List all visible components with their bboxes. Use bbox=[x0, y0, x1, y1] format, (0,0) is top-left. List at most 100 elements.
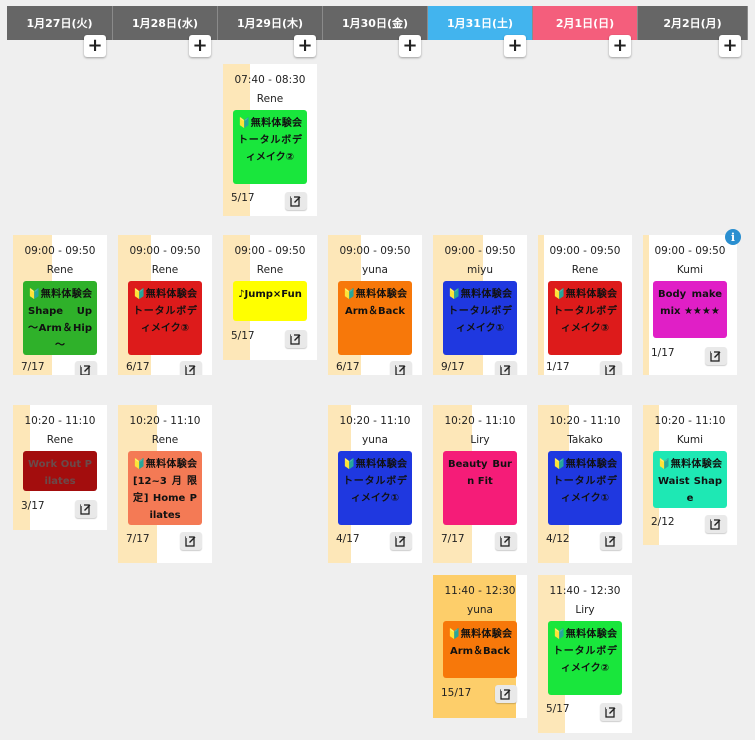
instructor-name: Rene bbox=[46, 264, 74, 276]
day-header-5: 2月1日(日) bbox=[533, 6, 638, 40]
edit-icon[interactable] bbox=[390, 532, 412, 550]
edit-icon[interactable] bbox=[390, 361, 412, 375]
class-name-badge[interactable]: 🔰無料体験会 Waist Shape bbox=[653, 451, 727, 508]
lesson-time: 09:00 - 09:50 bbox=[234, 245, 306, 257]
class-name-badge[interactable]: 🔰無料体験会 トータルボディメイク② bbox=[548, 621, 622, 695]
class-name-badge[interactable]: Body make mix ★★★★ bbox=[653, 281, 727, 338]
add-lesson-button-4[interactable]: + bbox=[504, 35, 526, 57]
info-icon[interactable]: i bbox=[725, 229, 741, 245]
class-name-badge[interactable]: 🔰無料体験会 トータルボディメイク③ bbox=[548, 281, 622, 355]
class-name-badge[interactable]: 🔰無料体験会 トータルボディメイク① bbox=[338, 451, 412, 525]
reservation-count: 3/17 bbox=[21, 500, 45, 512]
edit-icon[interactable] bbox=[705, 515, 727, 533]
lesson-card[interactable]: 09:00 - 09:50 Kumi Body make mix ★★★★ 1/17 bbox=[643, 235, 737, 375]
lesson-time: 10:20 - 11:10 bbox=[549, 415, 621, 427]
lesson-card[interactable]: 11:40 - 12:30 Liry 🔰無料体験会 トータルボディメイク② 5/17 bbox=[538, 575, 632, 733]
booking-fill-bar bbox=[643, 405, 659, 545]
instructor-name: Liry bbox=[470, 434, 490, 446]
class-name-badge[interactable]: 🔰無料体験会 トータルボディメイク③ bbox=[128, 281, 202, 355]
class-name-badge[interactable]: 🔰無料体験会 トータルボディメイク① bbox=[548, 451, 622, 525]
lesson-card[interactable]: 09:00 - 09:50 miyu 🔰無料体験会 トータルボディメイク① 9/17 bbox=[433, 235, 527, 375]
reservation-count: 6/17 bbox=[336, 361, 360, 373]
edit-icon[interactable] bbox=[600, 703, 622, 721]
add-lesson-button-1[interactable]: + bbox=[189, 35, 211, 57]
class-name-badge[interactable]: 🔰無料体験会 Arm＆Back bbox=[443, 621, 517, 678]
class-name-badge[interactable]: 🔰無料体験会 Arm＆Back bbox=[338, 281, 412, 355]
add-lesson-button-2[interactable]: + bbox=[294, 35, 316, 57]
class-name-badge[interactable]: 🔰無料体験会 [12~3月限定] Home Pilates bbox=[128, 451, 202, 525]
lesson-card[interactable]: 10:20 - 11:10 Takako 🔰無料体験会 トータルボディメイク① 4/1… bbox=[538, 405, 632, 563]
lesson-card[interactable]: 10:20 - 11:10 Rene 🔰無料体験会 [12~3月限定] Home P… bbox=[118, 405, 212, 563]
reservation-count: 5/17 bbox=[546, 703, 570, 715]
booking-fill-bar bbox=[538, 235, 544, 375]
edit-icon[interactable] bbox=[495, 685, 517, 703]
lesson-time: 09:00 - 09:50 bbox=[549, 245, 621, 257]
class-name-badge[interactable]: 🔰無料体験会 トータルボディメイク② bbox=[233, 110, 307, 184]
booking-fill-bar bbox=[13, 405, 30, 530]
lesson-time: 07:40 - 08:30 bbox=[234, 74, 306, 86]
lesson-card[interactable]: 09:00 - 09:50 yuna 🔰無料体験会 Arm＆Back 6/17 bbox=[328, 235, 422, 375]
class-name-badge[interactable]: ♪Jump×Fun bbox=[233, 281, 307, 321]
class-name-badge[interactable]: Beauty Burn Fit bbox=[443, 451, 517, 525]
reservation-count: 6/17 bbox=[126, 361, 150, 373]
day-header-1: 1月28日(水) bbox=[113, 6, 218, 40]
lesson-card[interactable]: 09:00 - 09:50 Rene 🔰無料体験会 トータルボディメイク③ 1/17 bbox=[538, 235, 632, 375]
edit-icon[interactable] bbox=[495, 361, 517, 375]
lesson-time: 10:20 - 11:10 bbox=[444, 415, 516, 427]
instructor-name: Rene bbox=[256, 93, 284, 105]
lesson-time: 10:20 - 11:10 bbox=[654, 415, 726, 427]
lesson-card[interactable]: 09:00 - 09:50 Rene ♪Jump×Fun 5/17 bbox=[223, 235, 317, 360]
class-name-badge[interactable]: Work Out Pilates bbox=[23, 451, 97, 491]
edit-icon[interactable] bbox=[75, 500, 97, 518]
day-header-3: 1月30日(金) bbox=[323, 6, 428, 40]
edit-icon[interactable] bbox=[600, 361, 622, 375]
instructor-name: Rene bbox=[571, 264, 599, 276]
reservation-count: 15/17 bbox=[441, 687, 472, 699]
reservation-count: 7/17 bbox=[441, 533, 465, 545]
edit-icon[interactable] bbox=[75, 361, 97, 375]
edit-icon[interactable] bbox=[600, 532, 622, 550]
instructor-name: yuna bbox=[362, 434, 388, 446]
edit-icon[interactable] bbox=[495, 532, 517, 550]
edit-icon[interactable] bbox=[180, 361, 202, 375]
lesson-card[interactable]: 10:20 - 11:10 yuna 🔰無料体験会 トータルボディメイク① 4/17 bbox=[328, 405, 422, 563]
instructor-name: miyu bbox=[466, 264, 493, 276]
lesson-card[interactable]: 10:20 - 11:10 Liry Beauty Burn Fit 7/17 bbox=[433, 405, 527, 563]
instructor-name: yuna bbox=[362, 264, 388, 276]
lesson-time: 10:20 - 11:10 bbox=[129, 415, 201, 427]
add-lesson-button-5[interactable]: + bbox=[609, 35, 631, 57]
edit-icon[interactable] bbox=[285, 192, 307, 210]
lesson-card[interactable]: 09:00 - 09:50 Rene 🔰無料体験会 Shape Up ～Arm＆Hi… bbox=[13, 235, 107, 375]
reservation-count: 7/17 bbox=[126, 533, 150, 545]
instructor-name: Rene bbox=[151, 434, 179, 446]
edit-icon[interactable] bbox=[285, 330, 307, 348]
lesson-card[interactable]: 07:40 - 08:30 Rene 🔰無料体験会 トータルボディメイク② 5/17 bbox=[223, 64, 317, 216]
lesson-card[interactable]: 09:00 - 09:50 Rene 🔰無料体験会 トータルボディメイク③ 6/17 bbox=[118, 235, 212, 375]
lesson-time: 10:20 - 11:10 bbox=[339, 415, 411, 427]
add-lesson-button-6[interactable]: + bbox=[719, 35, 741, 57]
booking-fill-bar bbox=[643, 235, 649, 375]
lesson-time: 11:40 - 12:30 bbox=[444, 585, 516, 597]
edit-icon[interactable] bbox=[705, 347, 727, 365]
reservation-count: 2/12 bbox=[651, 516, 675, 528]
class-name-badge[interactable]: 🔰無料体験会 Shape Up ～Arm＆Hip～ bbox=[23, 281, 97, 355]
lesson-time: 09:00 - 09:50 bbox=[444, 245, 516, 257]
lesson-card[interactable]: 10:20 - 11:10 Rene Work Out Pilates 3/17 bbox=[13, 405, 107, 530]
day-header-0: 1月27日(火) bbox=[7, 6, 113, 40]
instructor-name: Takako bbox=[567, 434, 603, 446]
lesson-card[interactable]: 10:20 - 11:10 Kumi 🔰無料体験会 Waist Shape 2/12 bbox=[643, 405, 737, 545]
reservation-count: 1/17 bbox=[651, 347, 675, 359]
class-name-badge[interactable]: 🔰無料体験会 トータルボディメイク① bbox=[443, 281, 517, 355]
lesson-time: 11:40 - 12:30 bbox=[549, 585, 621, 597]
instructor-name: Rene bbox=[151, 264, 179, 276]
edit-icon[interactable] bbox=[180, 532, 202, 550]
add-lesson-button-0[interactable]: + bbox=[84, 35, 106, 57]
instructor-name: Kumi bbox=[676, 434, 704, 446]
lesson-time: 10:20 - 11:10 bbox=[24, 415, 96, 427]
instructor-name: Kumi bbox=[676, 264, 704, 276]
lesson-card[interactable]: 11:40 - 12:30 yuna 🔰無料体験会 Arm＆Back 15/17 bbox=[433, 575, 527, 718]
reservation-count: 9/17 bbox=[441, 361, 465, 373]
reservation-count: 4/17 bbox=[336, 533, 360, 545]
add-lesson-button-3[interactable]: + bbox=[399, 35, 421, 57]
day-header-6: 2月2日(月) bbox=[638, 6, 748, 40]
